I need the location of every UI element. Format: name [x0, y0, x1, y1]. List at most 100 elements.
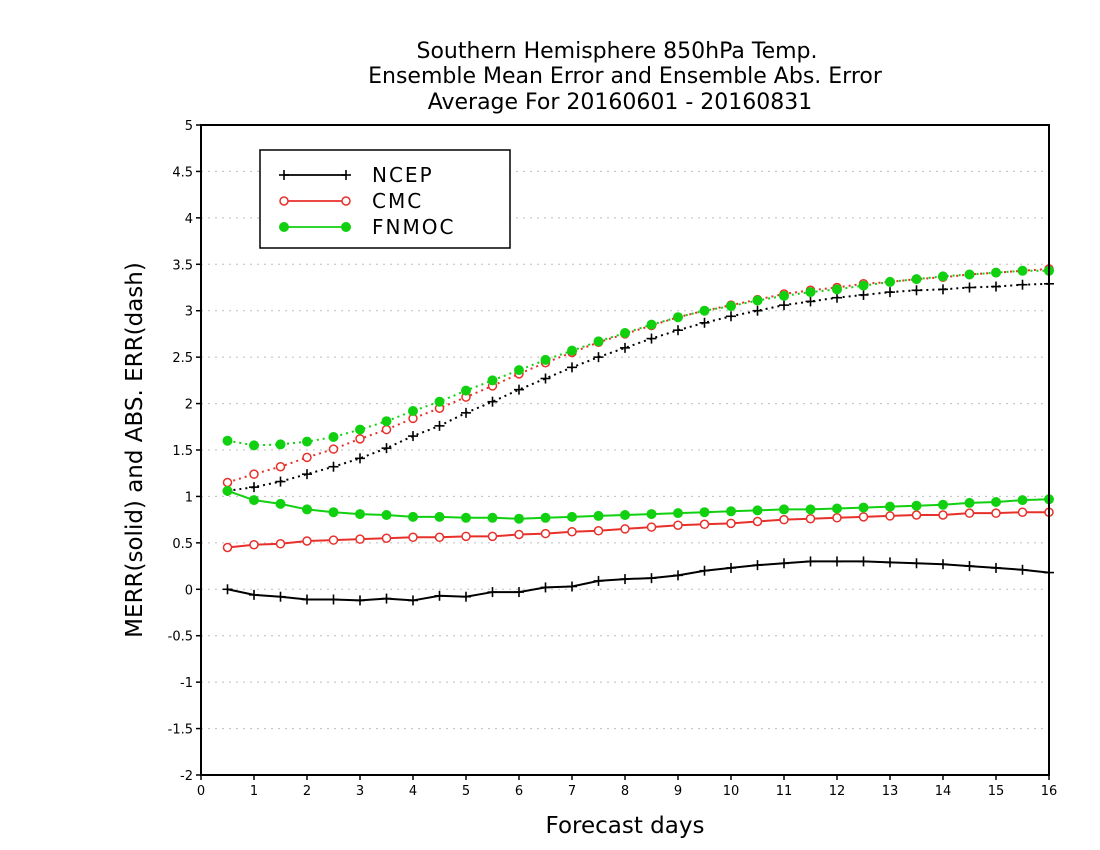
x-tick-label: 16	[1041, 784, 1058, 799]
point-ncep-merr	[514, 587, 524, 598]
point-ncep-abs-err	[805, 296, 816, 307]
y-tick-label: 2	[185, 398, 193, 413]
point-cmc-merr	[222, 542, 233, 553]
point-ncep-merr	[911, 558, 922, 569]
point-ncep-abs-err	[567, 362, 577, 373]
point-ncep-merr	[752, 560, 763, 571]
legend-box	[259, 149, 511, 249]
point-ncep-abs-err	[779, 300, 789, 311]
chart-title-line-2: Ensemble Mean Error and Ensemble Abs. Er…	[368, 64, 883, 89]
point-cmc-merr	[514, 529, 524, 540]
point-ncep-merr	[964, 561, 975, 572]
point-fnmoc-abs-err	[726, 301, 736, 312]
series-fnmoc	[222, 265, 1054, 524]
point-fnmoc-merr	[514, 513, 524, 524]
point-ncep-abs-err	[991, 281, 1001, 292]
y-tick-label: 4	[185, 212, 193, 227]
x-tick-label: 15	[988, 784, 1005, 799]
point-fnmoc-merr	[673, 508, 683, 519]
x-tick-label: 8	[621, 784, 629, 799]
point-fnmoc-merr	[938, 499, 948, 510]
point-ncep-abs-err	[249, 482, 259, 493]
point-ncep-merr	[832, 556, 842, 567]
x-tick-label: 2	[303, 784, 311, 799]
point-fnmoc-merr	[752, 505, 763, 516]
point-fnmoc-merr	[779, 504, 789, 515]
point-fnmoc-abs-err	[938, 271, 948, 282]
series-fnmoc-abs-err-line	[227, 269, 1049, 447]
point-fnmoc-abs-err	[328, 432, 339, 442]
point-ncep-merr	[328, 594, 339, 605]
point-fnmoc-abs-err	[991, 267, 1001, 278]
point-cmc-abs-err	[328, 444, 339, 454]
point-fnmoc-merr	[805, 504, 816, 515]
point-fnmoc-merr	[328, 507, 339, 518]
point-fnmoc-abs-err	[752, 295, 763, 306]
point-fnmoc-abs-err	[858, 280, 869, 291]
x-tick-label: 11	[776, 784, 793, 799]
point-ncep-merr	[249, 589, 259, 600]
legend-item-cmc: CMC	[279, 189, 423, 213]
point-ncep-abs-err	[381, 443, 392, 454]
point-cmc-merr	[567, 526, 577, 537]
chart-title-line-1: Southern Hemisphere 850hPa Temp.	[417, 39, 818, 64]
point-ncep-merr	[805, 556, 816, 567]
point-fnmoc-merr	[911, 500, 922, 511]
point-fnmoc-merr	[858, 502, 869, 513]
series-ncep	[222, 278, 1054, 606]
y-axis-label: MERR(solid) and ABS. ERR(dash)	[122, 262, 148, 638]
grid-lines	[201, 170, 1049, 730]
point-cmc-abs-err	[249, 469, 259, 479]
point-cmc-abs-err	[355, 434, 365, 444]
point-fnmoc-merr	[593, 510, 604, 521]
chart-title-line-3: Average For 20160601 - 20160831	[428, 90, 813, 115]
point-ncep-abs-err	[911, 285, 922, 296]
point-ncep-merr	[991, 562, 1001, 573]
point-cmc-merr	[461, 531, 471, 542]
point-ncep-abs-err	[302, 469, 312, 480]
y-tick-label: 3.5	[172, 258, 193, 273]
point-cmc-merr	[1017, 507, 1028, 517]
point-ncep-merr	[540, 582, 551, 593]
point-cmc-merr	[249, 539, 259, 550]
point-ncep-abs-err	[434, 420, 445, 431]
point-ncep-merr	[461, 591, 471, 602]
axes: 54.543.532.521.510.50-0.5-1-1.5-20 1 2 3 4 5 6…	[168, 119, 1058, 799]
x-tick-label: 9	[674, 784, 682, 799]
point-ncep-abs-err	[461, 407, 471, 418]
point-ncep-abs-err	[514, 384, 524, 395]
y-tick-label: 3	[185, 305, 193, 320]
point-fnmoc-merr	[699, 507, 710, 518]
point-fnmoc-merr	[222, 485, 233, 496]
point-ncep-abs-err	[752, 305, 763, 316]
point-ncep-merr	[673, 570, 683, 581]
point-ncep-merr	[355, 595, 365, 606]
point-fnmoc-abs-err	[699, 305, 710, 316]
point-cmc-merr	[779, 514, 789, 525]
point-fnmoc-merr	[991, 497, 1001, 507]
legend-marker	[341, 222, 351, 232]
x-tick-label: 4	[409, 784, 417, 799]
point-fnmoc-merr	[302, 504, 312, 515]
point-cmc-merr	[381, 533, 392, 543]
y-tick-label: -1.5	[168, 723, 193, 738]
point-fnmoc-abs-err	[673, 312, 683, 323]
point-fnmoc-abs-err	[805, 287, 816, 298]
point-fnmoc-merr	[461, 512, 471, 523]
point-cmc-merr	[805, 513, 816, 524]
point-fnmoc-abs-err	[408, 406, 418, 416]
legend-label-cmc: CMC	[372, 189, 423, 213]
point-ncep-abs-err	[275, 476, 286, 487]
point-cmc-merr	[911, 510, 922, 520]
point-cmc-merr	[646, 522, 657, 532]
y-tick-label: 4.5	[172, 165, 193, 180]
legend-label-fnmoc: FNMOC	[372, 215, 455, 239]
point-cmc-merr	[938, 510, 948, 520]
x-tick-label: 0	[197, 784, 205, 799]
point-cmc-merr	[487, 531, 498, 542]
point-fnmoc-merr	[620, 510, 630, 520]
point-cmc-merr	[355, 534, 365, 544]
point-cmc-merr	[593, 526, 604, 536]
